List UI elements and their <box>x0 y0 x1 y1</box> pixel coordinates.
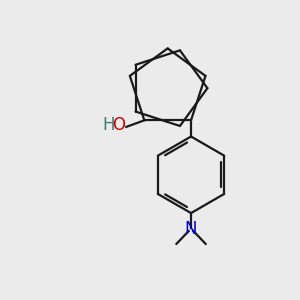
Text: N: N <box>185 220 197 238</box>
Text: O: O <box>112 116 125 134</box>
Text: H: H <box>103 116 115 134</box>
